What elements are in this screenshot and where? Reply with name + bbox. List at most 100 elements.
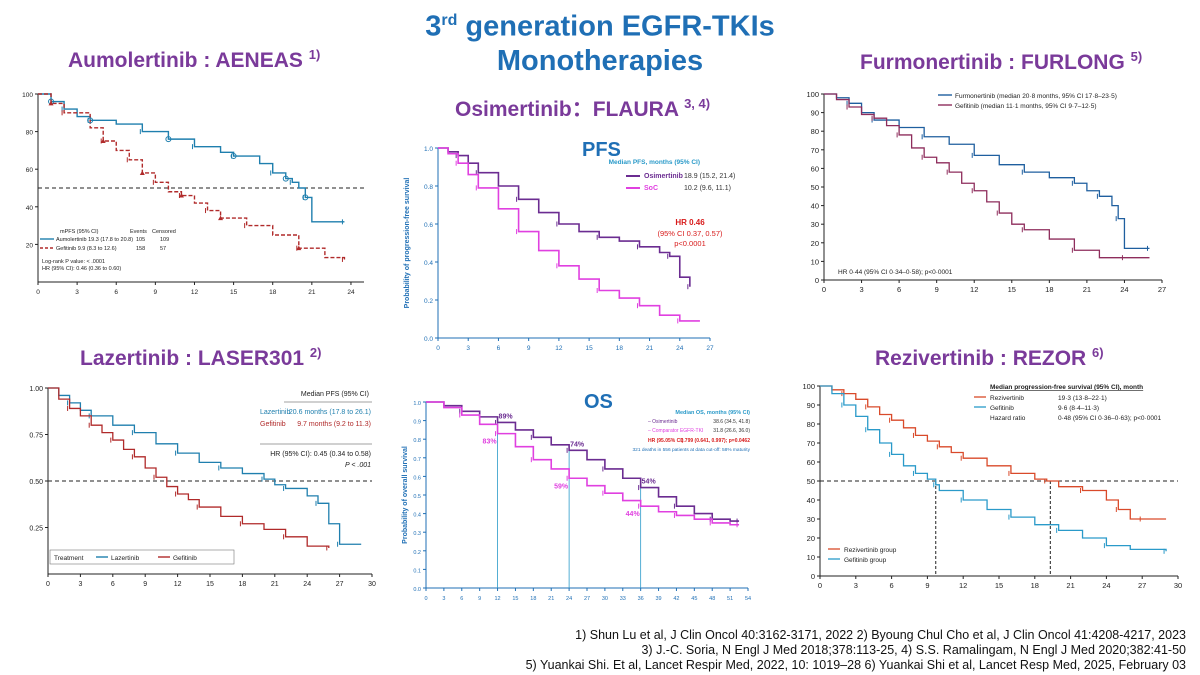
y-tick-label: 50 xyxy=(807,477,815,486)
y-tick-label: 80 xyxy=(807,420,815,429)
legend-median: 38.6 (34.5, 41.8) xyxy=(713,419,750,425)
legend-row-value: 19·3 (13·8–22·1) xyxy=(1058,395,1107,402)
y-tick-label: 0.6 xyxy=(424,222,433,229)
x-tick-label: 3 xyxy=(78,581,82,588)
x-tick-label: 24 xyxy=(566,596,572,602)
x-tick-label: 45 xyxy=(691,596,697,602)
x-tick-label: 0 xyxy=(36,289,40,296)
y-tick-label: 0.5 xyxy=(413,494,421,500)
x-tick-label: 21 xyxy=(308,289,316,296)
treatment-label: Treatment xyxy=(54,555,84,562)
y-tick-label: 20 xyxy=(811,239,819,248)
y-tick-label: 100 xyxy=(802,382,815,391)
legend-median: 31.8 (26.6, 36.0) xyxy=(713,428,750,434)
main-title-line-1: 3rd generation EGFR-TKIs xyxy=(425,10,775,43)
series-line-2 xyxy=(426,401,740,526)
landmark-annotation: 54% xyxy=(642,479,657,486)
furlong-title: Furmonertinib : FURLONG 5) xyxy=(860,49,1143,74)
x-tick-label: 54 xyxy=(745,596,751,602)
x-tick-label: 3 xyxy=(75,289,79,296)
y-tick-label: 30 xyxy=(811,220,819,229)
censor-circle xyxy=(302,194,309,201)
y-tick-label: 0 xyxy=(811,572,815,581)
y-axis-label: Probability of overall survival xyxy=(402,446,409,544)
y-tick-label: 70 xyxy=(811,146,819,155)
x-tick-label: 42 xyxy=(673,596,679,602)
y-tick-label: 90 xyxy=(807,401,815,410)
hr-value: HR 0.46 xyxy=(675,218,705,227)
legend-median: 10.2 (9.6, 11.1) xyxy=(684,185,731,192)
x-tick-label: 15 xyxy=(995,581,1003,590)
y-tick-label: 60 xyxy=(26,167,34,174)
x-tick-label: 6 xyxy=(114,289,118,296)
x-tick-label: 39 xyxy=(655,596,661,602)
aeneas-km-chart: 0 3 6 9 12 15 18 21 24 20 40 60 80 100 mPFS (95% CI) Ev… xyxy=(22,92,364,296)
x-tick-label: 21 xyxy=(1066,581,1074,590)
y-tick-label: 10 xyxy=(811,257,819,266)
x-tick-label: 15 xyxy=(585,345,593,352)
censor-triangle xyxy=(139,170,145,175)
main-title: 3rd generation EGFR-TKIs Monotherapies xyxy=(380,4,820,78)
censor-circle xyxy=(87,117,94,124)
x-tick-label: 27 xyxy=(1158,285,1166,294)
hr-p: p<0.0001 xyxy=(674,239,706,248)
x-tick-label: 21 xyxy=(646,345,654,352)
y-tick-label: 0.1 xyxy=(413,568,421,574)
furlong-km-chart: 0 3 6 9 12 15 18 21 24 27 0 10 20 30 40 50 60 70 80 90 100 Fu… xyxy=(806,90,1166,294)
treatment-entry: Gefitinib xyxy=(173,555,197,562)
x-tick-label: 9 xyxy=(935,285,939,294)
x-tick-label: 9 xyxy=(925,581,929,590)
legend-median: 20.6 months (17.8 to 26.1) xyxy=(289,409,371,416)
x-tick-label: 33 xyxy=(620,596,626,602)
y-tick-label: 100 xyxy=(806,90,819,99)
y-tick-label: 0.50 xyxy=(29,479,43,486)
x-tick-label: 12 xyxy=(555,345,563,352)
y-tick-label: 80 xyxy=(26,130,34,137)
landmark-annotation: 59% xyxy=(554,483,569,490)
x-tick-label: 15 xyxy=(1008,285,1016,294)
flaura-pfs-label: PFS xyxy=(582,139,621,161)
series-line-2 xyxy=(38,93,346,260)
x-tick-label: 30 xyxy=(602,596,608,602)
y-tick-label: 60 xyxy=(807,458,815,467)
y-tick-label: 0.4 xyxy=(413,513,421,519)
legend-entry: Gefitinib (median 11·1 months, 95% CI 9·… xyxy=(955,103,1097,110)
laser-title: Lazertinib : LASER301 2) xyxy=(80,345,322,370)
x-tick-label: 18 xyxy=(616,345,624,352)
y-tick-label: 1.0 xyxy=(413,401,421,407)
rezor-title: Rezivertinib : REZOR 6) xyxy=(875,345,1104,370)
legend-title: Median PFS, months (95% CI) xyxy=(609,159,700,166)
hr-label: HR (95.05% CI) xyxy=(648,438,684,444)
maturity-note: 321 deaths in 556 patients at data cut-o… xyxy=(632,447,750,453)
x-tick-label: 30 xyxy=(1174,581,1182,590)
y-tick-label: 50 xyxy=(811,183,819,192)
x-tick-label: 24 xyxy=(676,345,684,352)
y-tick-label: 0.2 xyxy=(413,550,421,556)
x-tick-label: 3 xyxy=(859,285,863,294)
x-tick-label: 48 xyxy=(709,596,715,602)
legend-median: 18.9 (15.2, 21.4) xyxy=(684,173,735,180)
x-tick-label: 6 xyxy=(897,285,901,294)
series-line-1 xyxy=(438,147,691,287)
flaura-os-label: OS xyxy=(584,391,613,413)
y-tick-label: 40 xyxy=(811,202,819,211)
x-tick-label: 21 xyxy=(548,596,554,602)
legend-row-value: 0·48 (95% CI 0·36–0·63); p<0·0001 xyxy=(1058,415,1162,422)
legend-title: Median PFS (95% CI) xyxy=(301,391,369,398)
legend-row-value: 9·6 (8·4–11·3) xyxy=(1058,405,1099,412)
legend-header-censored: Censored xyxy=(152,229,176,235)
legend-entry: Furmonertinib (median 20·8 months, 95% C… xyxy=(955,93,1117,100)
x-tick-label: 9 xyxy=(478,596,481,602)
main-title-line-2: Monotherapies xyxy=(496,44,704,77)
p-text: P < .001 xyxy=(345,462,371,469)
reference-line-3: 5) Yuankai Shi. Et al, Lancet Respir Med… xyxy=(525,658,1186,672)
legend-entry: SoC xyxy=(644,185,658,192)
series-line-1 xyxy=(824,93,1150,250)
x-tick-label: 24 xyxy=(347,289,355,296)
y-tick-label: 80 xyxy=(811,127,819,136)
x-tick-label: 0 xyxy=(436,345,440,352)
x-tick-label: 24 xyxy=(303,581,311,588)
censor-triangle xyxy=(178,193,184,198)
x-tick-label: 18 xyxy=(1045,285,1053,294)
y-tick-label: 20 xyxy=(26,242,34,249)
